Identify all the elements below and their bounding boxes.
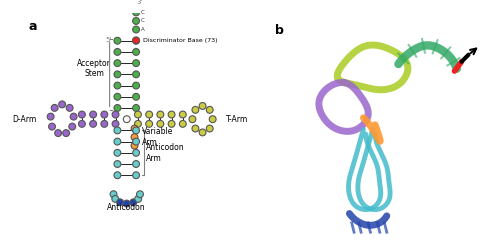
- Text: 5': 5': [106, 37, 112, 43]
- Text: 3': 3': [137, 0, 143, 5]
- Circle shape: [78, 121, 86, 127]
- Text: Anticodon: Anticodon: [108, 203, 146, 212]
- Circle shape: [134, 111, 141, 118]
- Circle shape: [114, 161, 121, 167]
- Circle shape: [146, 111, 152, 118]
- Circle shape: [199, 129, 206, 136]
- Text: D-Arm: D-Arm: [12, 115, 36, 124]
- Circle shape: [132, 82, 140, 89]
- Circle shape: [192, 125, 199, 132]
- Circle shape: [136, 191, 143, 198]
- Circle shape: [114, 60, 121, 66]
- Circle shape: [132, 71, 140, 78]
- Circle shape: [116, 199, 123, 206]
- Circle shape: [78, 111, 86, 118]
- Circle shape: [206, 106, 213, 113]
- Circle shape: [114, 127, 121, 134]
- Circle shape: [114, 149, 121, 156]
- Circle shape: [110, 191, 117, 198]
- Text: T-Arm: T-Arm: [226, 115, 248, 124]
- Circle shape: [131, 125, 138, 132]
- Circle shape: [180, 111, 186, 118]
- Circle shape: [114, 93, 121, 100]
- Circle shape: [132, 149, 140, 156]
- Circle shape: [132, 17, 140, 24]
- Circle shape: [54, 130, 62, 136]
- Circle shape: [132, 172, 140, 179]
- Circle shape: [206, 125, 213, 132]
- Circle shape: [180, 121, 186, 127]
- Circle shape: [210, 116, 216, 123]
- Circle shape: [58, 101, 66, 108]
- Circle shape: [130, 199, 137, 206]
- Circle shape: [47, 113, 54, 120]
- Circle shape: [101, 111, 107, 118]
- Circle shape: [90, 111, 96, 118]
- Circle shape: [135, 195, 141, 202]
- Circle shape: [114, 105, 121, 111]
- Circle shape: [132, 105, 140, 111]
- Circle shape: [168, 121, 175, 127]
- Circle shape: [157, 111, 164, 118]
- Circle shape: [112, 111, 119, 118]
- Circle shape: [132, 49, 140, 55]
- Circle shape: [132, 161, 140, 167]
- Circle shape: [48, 123, 56, 130]
- Circle shape: [114, 71, 121, 78]
- Circle shape: [132, 37, 140, 44]
- Text: C: C: [141, 10, 145, 15]
- Circle shape: [131, 142, 138, 149]
- Text: a: a: [28, 20, 37, 33]
- Circle shape: [124, 116, 130, 123]
- Circle shape: [132, 138, 140, 145]
- Circle shape: [146, 121, 152, 127]
- Circle shape: [114, 82, 121, 89]
- Circle shape: [90, 121, 96, 127]
- Circle shape: [134, 121, 141, 127]
- Text: Acceptor
Stem: Acceptor Stem: [77, 59, 111, 78]
- Circle shape: [132, 9, 140, 16]
- Circle shape: [66, 104, 73, 111]
- Circle shape: [192, 106, 199, 113]
- Circle shape: [132, 93, 140, 100]
- Circle shape: [114, 172, 121, 179]
- Circle shape: [62, 130, 70, 136]
- Text: Anticodon
Arm: Anticodon Arm: [146, 143, 185, 163]
- Circle shape: [132, 37, 140, 44]
- Circle shape: [112, 195, 118, 202]
- Text: C: C: [141, 18, 145, 23]
- Text: b: b: [274, 24, 283, 37]
- Circle shape: [132, 26, 140, 33]
- Circle shape: [69, 123, 75, 130]
- Circle shape: [132, 60, 140, 66]
- Circle shape: [189, 116, 196, 123]
- Circle shape: [112, 121, 119, 127]
- Circle shape: [157, 121, 164, 127]
- Circle shape: [132, 127, 140, 134]
- Text: Discriminator Base (73): Discriminator Base (73): [143, 38, 218, 43]
- Circle shape: [114, 138, 121, 145]
- Circle shape: [51, 104, 58, 111]
- Text: Variable
Arm: Variable Arm: [142, 127, 173, 147]
- Text: A: A: [141, 27, 145, 32]
- Circle shape: [131, 134, 138, 140]
- Circle shape: [101, 121, 107, 127]
- Circle shape: [114, 37, 121, 44]
- Circle shape: [199, 103, 206, 109]
- Circle shape: [70, 113, 77, 120]
- Circle shape: [124, 200, 130, 207]
- Circle shape: [168, 111, 175, 118]
- Circle shape: [114, 49, 121, 55]
